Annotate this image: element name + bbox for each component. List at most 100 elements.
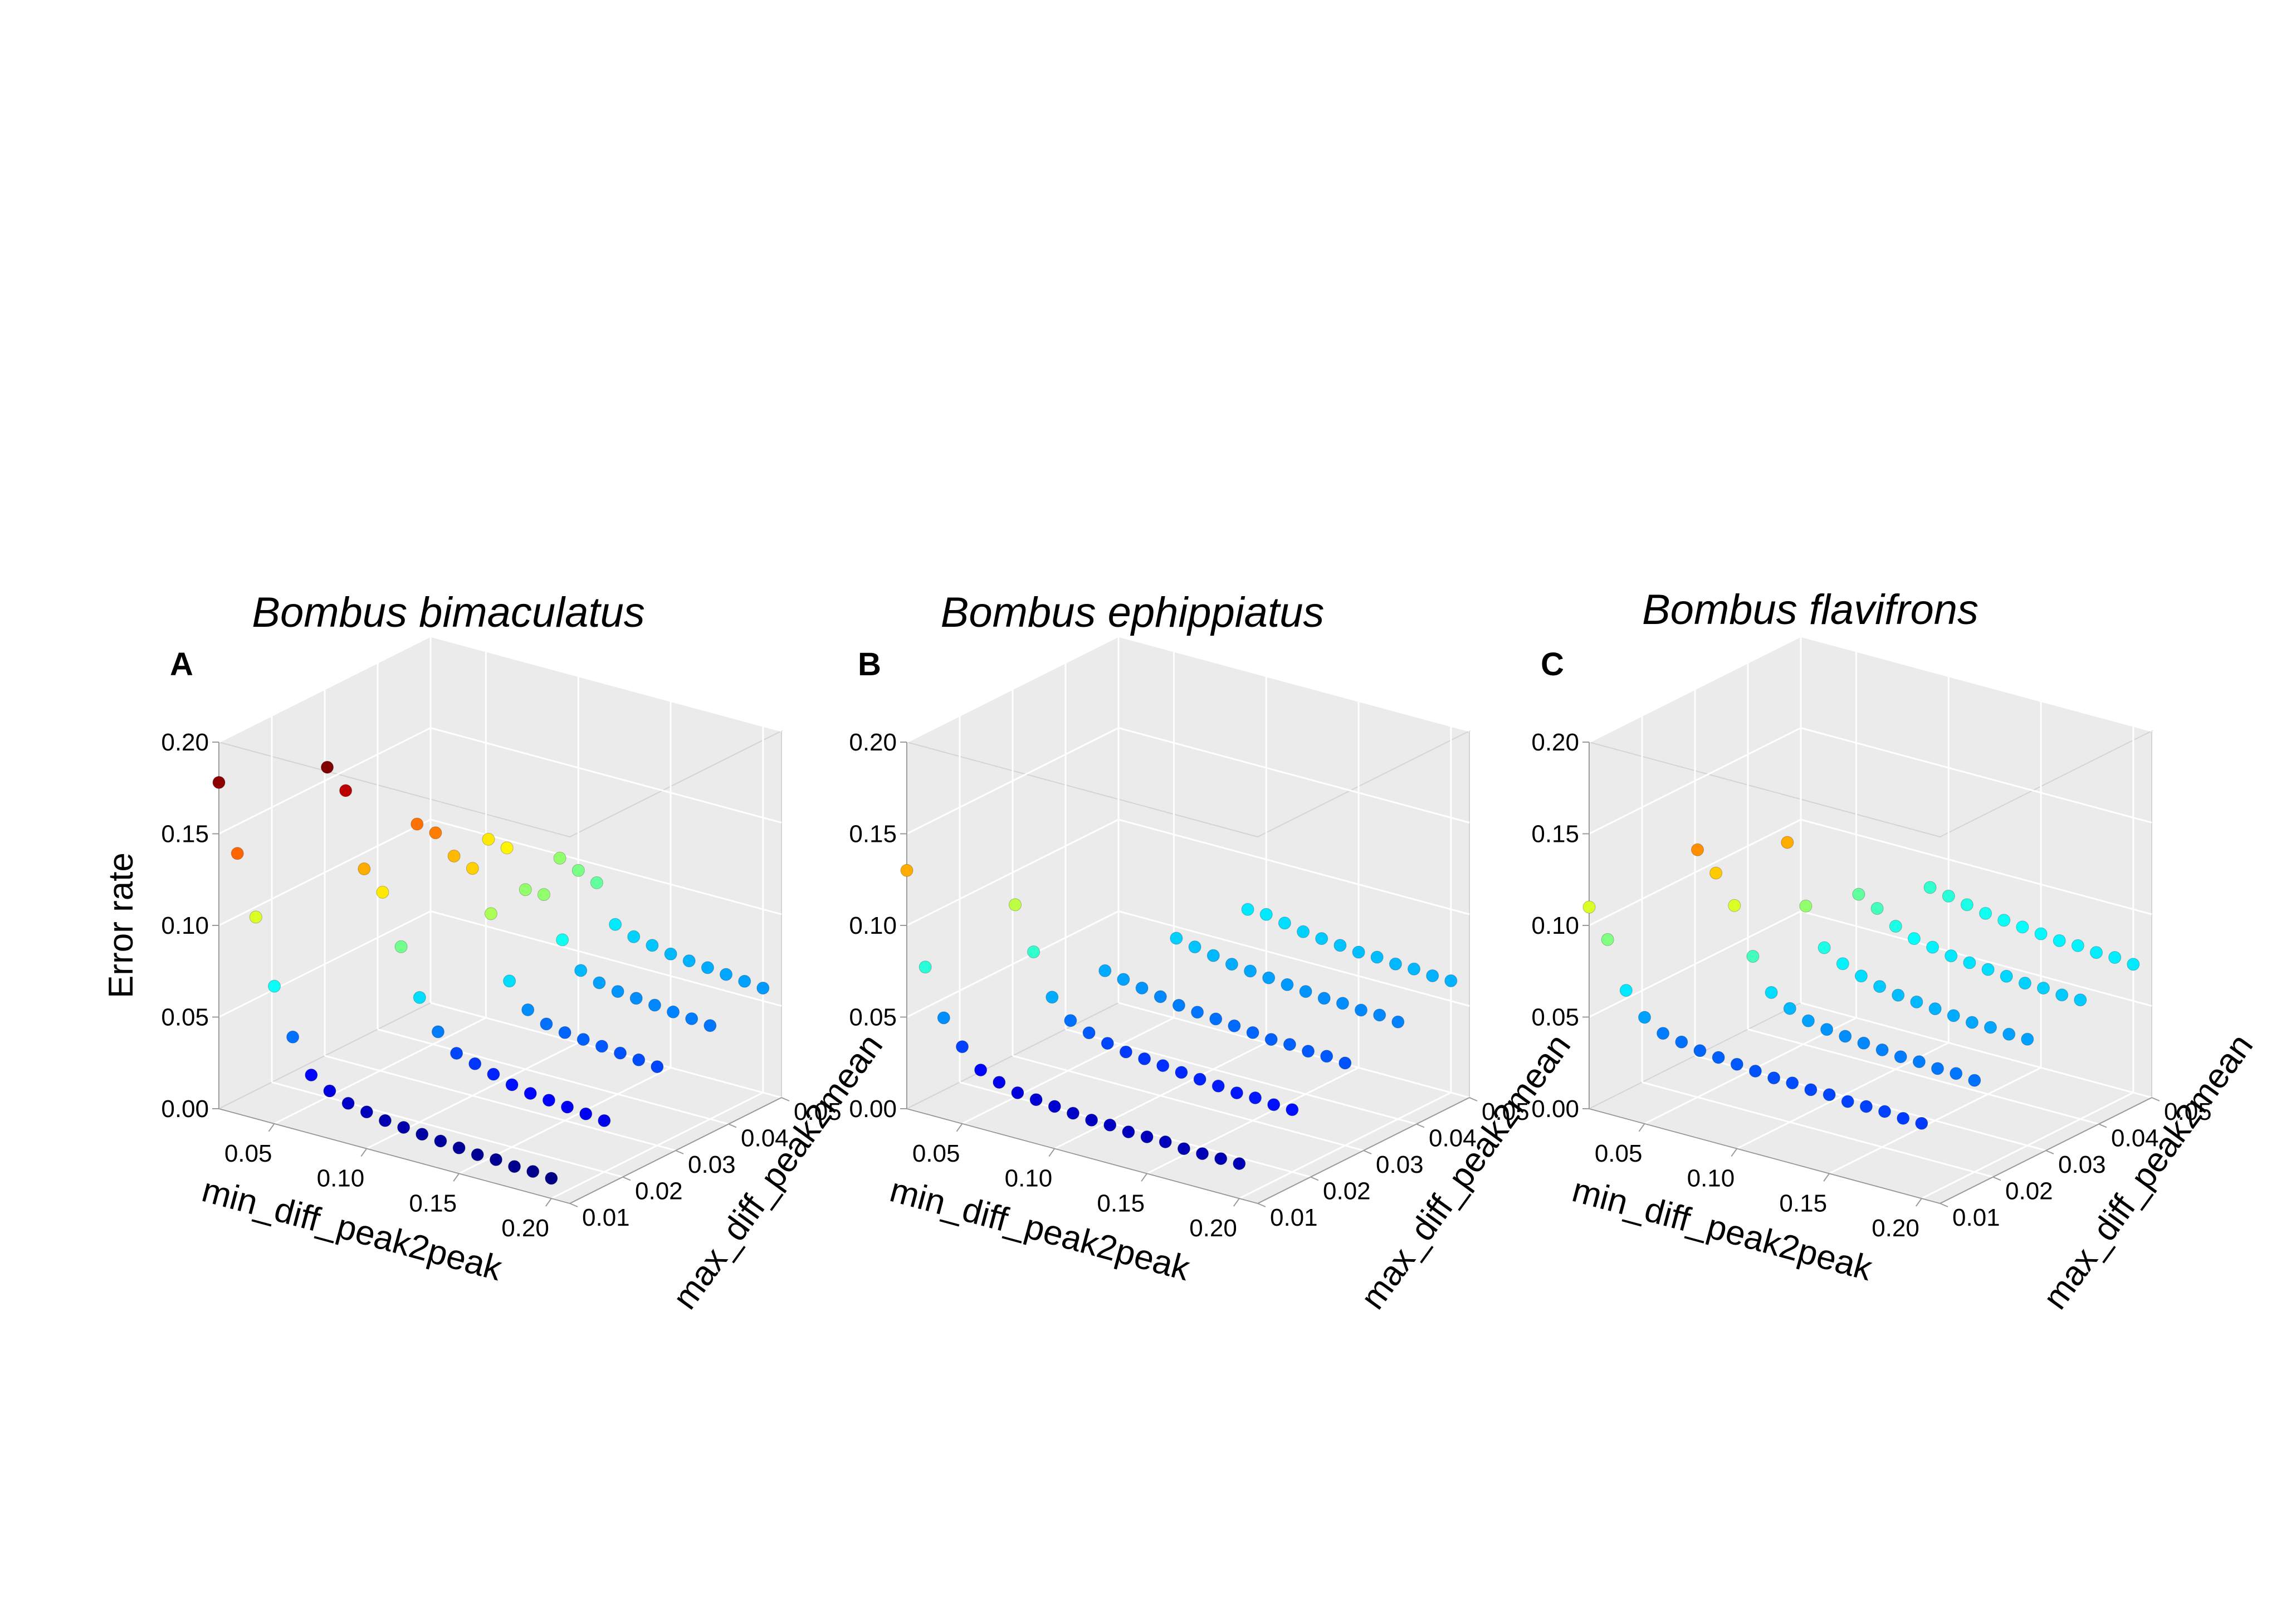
z-axis-label: Error rate bbox=[102, 852, 140, 998]
data-point bbox=[646, 939, 659, 952]
z-tick-label: 0.15 bbox=[161, 821, 209, 848]
data-point bbox=[1159, 1135, 1172, 1148]
grid-line bbox=[1589, 818, 1801, 927]
z-tick-label: 0.05 bbox=[849, 1004, 897, 1031]
data-point bbox=[413, 991, 426, 1004]
data-point bbox=[1823, 1088, 1836, 1101]
data-point bbox=[664, 947, 677, 961]
data-point bbox=[521, 1003, 535, 1016]
y-tick-label: 0.04 bbox=[741, 1125, 789, 1152]
data-point bbox=[1336, 997, 1349, 1010]
y-tick-label: 0.01 bbox=[1952, 1204, 2000, 1231]
data-point bbox=[1228, 1019, 1241, 1032]
data-point bbox=[1352, 945, 1365, 959]
grid-line bbox=[1800, 727, 2152, 823]
data-point bbox=[1820, 1023, 1834, 1036]
data-point bbox=[1048, 1100, 1061, 1113]
x-tick-label: 0.20 bbox=[1872, 1215, 1919, 1242]
data-point bbox=[1196, 1147, 1209, 1161]
data-point bbox=[1657, 1027, 1670, 1040]
data-point bbox=[2018, 977, 2031, 990]
x-tick-label: 0.10 bbox=[1005, 1165, 1053, 1192]
data-point bbox=[2074, 993, 2087, 1007]
data-point bbox=[1852, 888, 1865, 901]
data-point bbox=[545, 1172, 558, 1185]
data-point bbox=[1965, 1016, 1979, 1029]
y-tick-label: 0.05 bbox=[1482, 1098, 1530, 1125]
data-point bbox=[1011, 1086, 1024, 1099]
data-point bbox=[685, 1012, 698, 1025]
z-tick-label: 0.20 bbox=[1531, 729, 1579, 756]
data-point bbox=[452, 1141, 466, 1154]
data-point bbox=[1709, 866, 1723, 880]
x-tick-mark bbox=[1638, 1123, 1645, 1132]
data-point bbox=[1302, 1045, 1315, 1058]
grid-line bbox=[1642, 1081, 1994, 1178]
panel-title: Bombus bimaculatus bbox=[252, 589, 644, 636]
y-tick-mark bbox=[1363, 1150, 1372, 1154]
data-point bbox=[1211, 1079, 1225, 1093]
y-tick-mark bbox=[1257, 1203, 1266, 1207]
x-tick-label: 0.10 bbox=[1687, 1165, 1735, 1192]
grid-line bbox=[218, 727, 431, 835]
data-point bbox=[1299, 985, 1312, 998]
data-point bbox=[1767, 1071, 1781, 1085]
x-tick-mark bbox=[956, 1123, 963, 1132]
grid-line bbox=[1747, 1028, 2099, 1125]
data-point bbox=[1138, 1052, 1151, 1065]
data-point bbox=[1691, 843, 1704, 856]
grid-line bbox=[1012, 1055, 1364, 1152]
y-tick-mark bbox=[781, 1097, 790, 1101]
data-point bbox=[500, 841, 514, 855]
data-point bbox=[1373, 1008, 1386, 1022]
data-point bbox=[1979, 906, 1992, 920]
chart-panel-b: 0.000.050.100.150.200.050.100.150.20 0.01… bbox=[849, 589, 1578, 1317]
data-point bbox=[524, 1087, 537, 1100]
data-point bbox=[1923, 881, 1937, 894]
data-point bbox=[1836, 957, 1849, 971]
grid-line bbox=[1589, 910, 1801, 1018]
data-point bbox=[526, 1165, 540, 1178]
x-tick-mark bbox=[545, 1198, 552, 1207]
data-point bbox=[505, 1078, 519, 1091]
data-point bbox=[1950, 1067, 1963, 1080]
data-point bbox=[1968, 1074, 1981, 1087]
data-point bbox=[579, 1107, 593, 1120]
y-tick-mark bbox=[622, 1176, 631, 1181]
data-point bbox=[537, 888, 550, 901]
data-point bbox=[1981, 963, 1995, 976]
data-point bbox=[648, 998, 661, 1012]
z-tick-label: 0.05 bbox=[161, 1004, 209, 1031]
data-point bbox=[756, 982, 770, 994]
data-point bbox=[1799, 899, 1813, 913]
data-point bbox=[1907, 932, 1921, 945]
data-point bbox=[1728, 899, 1741, 912]
y-tick-label: 0.05 bbox=[794, 1098, 842, 1125]
data-point bbox=[1765, 986, 1778, 999]
data-point bbox=[1259, 908, 1273, 921]
data-point bbox=[629, 992, 643, 1005]
data-point bbox=[614, 1046, 627, 1060]
data-point bbox=[1241, 903, 1254, 916]
data-point bbox=[1214, 1152, 1228, 1166]
grid-line bbox=[906, 818, 1119, 927]
data-point bbox=[286, 1030, 300, 1044]
data-point bbox=[1188, 940, 1201, 954]
x-tick-mark bbox=[1141, 1173, 1147, 1182]
data-point bbox=[249, 910, 262, 924]
data-point bbox=[1156, 1059, 1170, 1072]
x-tick-label: 0.20 bbox=[501, 1215, 549, 1242]
data-point bbox=[360, 1105, 373, 1119]
chart-panel-c: 0.00 0.05 0.10 0.15 0.20 0.05 0.10 0.15 0.20 0.01… bbox=[1531, 586, 2260, 1317]
grid-line bbox=[906, 635, 1119, 743]
data-point bbox=[321, 760, 334, 774]
data-point bbox=[1066, 1106, 1079, 1120]
data-point bbox=[450, 1047, 463, 1060]
y-tick-mark bbox=[1416, 1123, 1425, 1128]
data-point bbox=[598, 1114, 611, 1127]
data-point bbox=[1897, 1112, 1910, 1125]
grid-line bbox=[906, 910, 1119, 1018]
z-tick-label: 0.20 bbox=[849, 729, 897, 756]
data-point bbox=[1278, 916, 1291, 930]
data-point bbox=[1839, 1030, 1852, 1043]
